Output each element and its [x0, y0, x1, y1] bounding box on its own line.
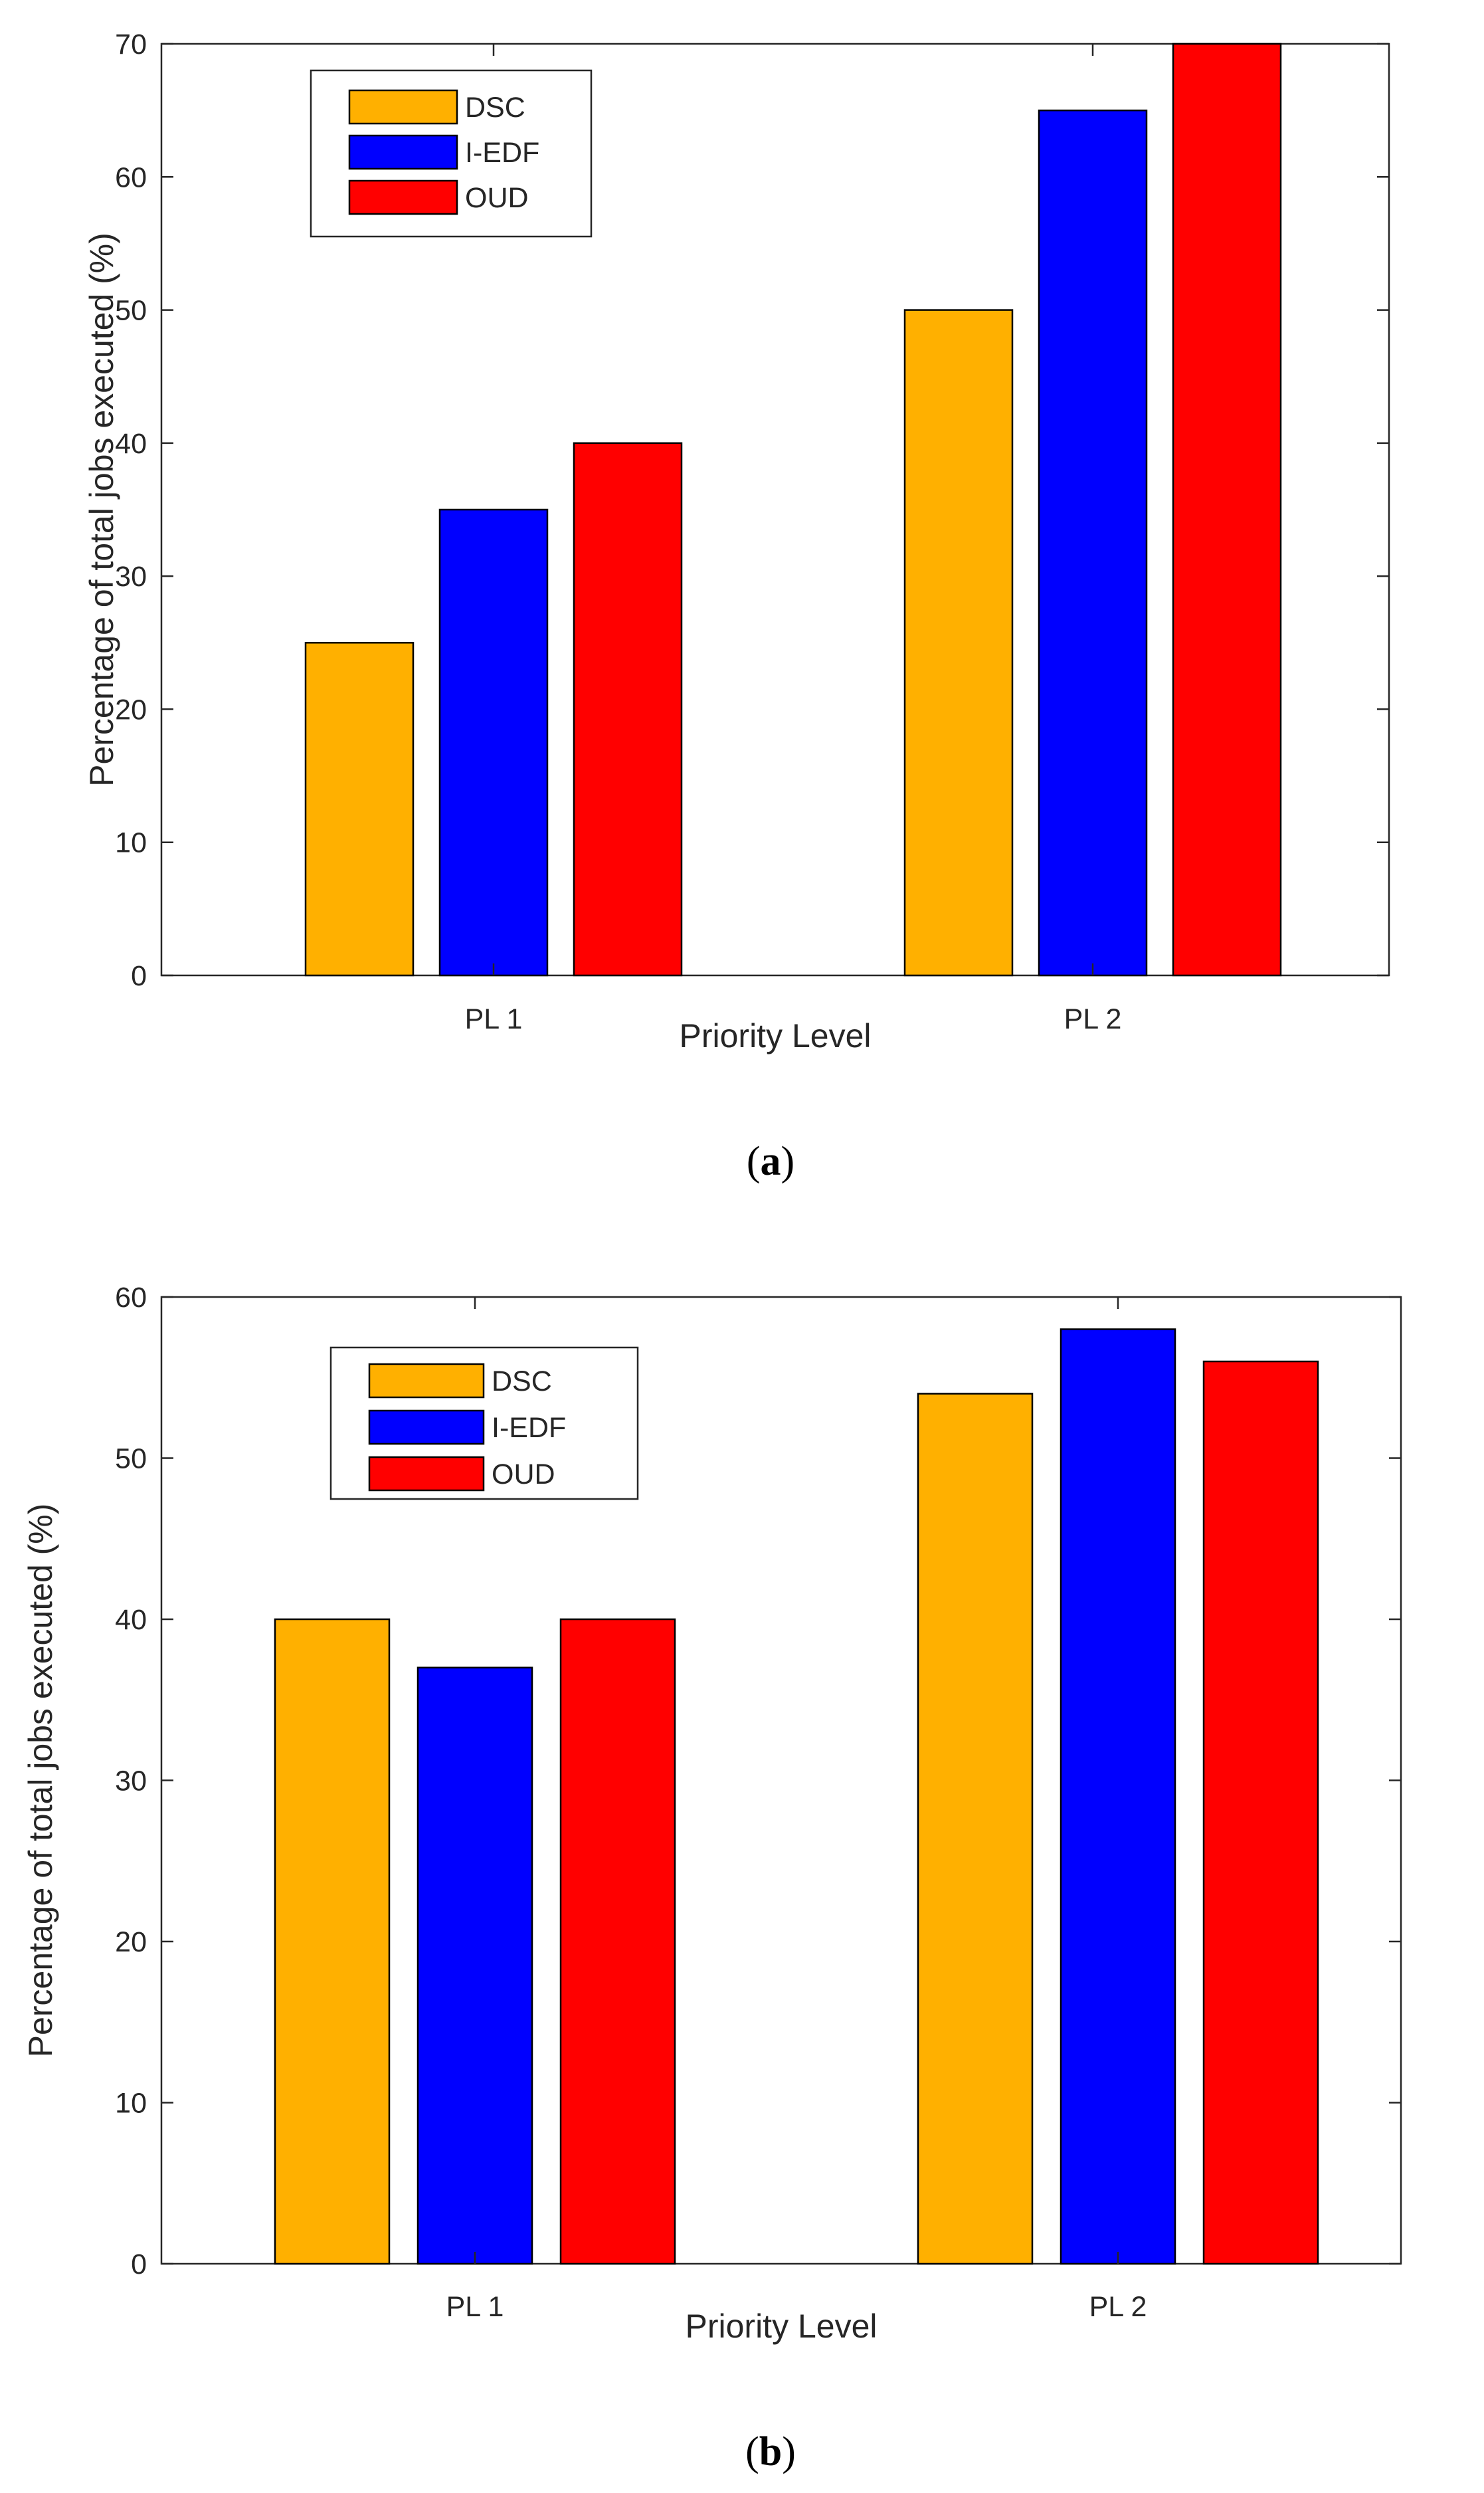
y-tick-label: 30	[115, 1765, 147, 1797]
x-axis-label: Priority Level	[686, 2308, 878, 2345]
y-tick-label: 70	[115, 29, 147, 60]
x-tick-label: PL 1	[446, 2291, 504, 2323]
y-tick-label: 20	[115, 694, 147, 726]
chart-b: 0 10 20 30 40 50 60 PL 1 PL 2 Priority Level Perce…	[22, 1282, 1402, 2345]
bar-dsc-pl2	[903, 309, 1014, 977]
y-tick-label: 30	[115, 561, 147, 593]
bar-dsc-pl1	[274, 1618, 391, 2265]
bar-oud-pl1	[573, 442, 683, 977]
y-tick-label: 50	[115, 295, 147, 327]
y-tick-label: 40	[115, 428, 147, 460]
x-tick-label: PL 2	[1089, 2291, 1147, 2323]
x-tick-label: PL 2	[1064, 1003, 1122, 1035]
bar-oud-pl1	[559, 1618, 676, 2265]
legend-swatch-oud	[348, 179, 458, 215]
panel-label-b: (b)	[745, 2429, 796, 2474]
bar-oud-pl2	[1202, 1360, 1319, 2265]
legend-swatch-i-edf	[348, 134, 458, 170]
plot-area-frame	[160, 43, 1390, 977]
legend-swatch-oud	[368, 1456, 485, 1492]
y-tick-label: 50	[115, 1443, 147, 1475]
y-tick-label: 10	[115, 827, 147, 859]
y-axis-label: Percentage of total jobs executed (%)	[22, 1504, 59, 2058]
y-tick-label: 40	[115, 1604, 147, 1636]
bar-i-edf-pl1	[417, 1666, 533, 2265]
legend-label-dsc: DSC	[492, 1365, 552, 1397]
x-tick-label: PL 1	[465, 1003, 523, 1035]
y-tick-label: 20	[115, 1926, 147, 1958]
legend-swatch-dsc	[348, 89, 458, 125]
legend-label-i-edf: I-EDF	[465, 137, 539, 169]
x-axis-label: Priority Level	[680, 1017, 872, 1054]
y-axis-label: Percentage of total jobs executed (%)	[83, 233, 120, 787]
legend-label-dsc: DSC	[465, 92, 525, 124]
y-tick-label: 10	[115, 2088, 147, 2120]
legend-swatch-i-edf	[368, 1409, 485, 1445]
legend-label-oud: OUD	[465, 182, 529, 214]
legend-label-oud: OUD	[492, 1458, 555, 1490]
bar-dsc-pl1	[304, 642, 415, 977]
y-tick-label: 0	[131, 960, 147, 992]
chart-a: 0 10 20 30 40 50 60 70 PL 1 PL 2 Priority Level Per…	[83, 29, 1390, 1054]
bar-i-edf-pl1	[438, 508, 549, 977]
y-tick-label: 60	[115, 1282, 147, 1314]
legend-swatch-dsc	[368, 1363, 485, 1399]
panel-label-a: (a)	[747, 1139, 794, 1184]
bar-dsc-pl2	[917, 1393, 1034, 2265]
y-tick-label: 60	[115, 161, 147, 193]
y-tick-label: 0	[131, 2248, 147, 2280]
bar-oud-pl2	[1172, 43, 1282, 977]
bar-i-edf-pl2	[1060, 1328, 1176, 2265]
bar-i-edf-pl2	[1038, 109, 1148, 977]
legend-label-i-edf: I-EDF	[492, 1412, 566, 1444]
